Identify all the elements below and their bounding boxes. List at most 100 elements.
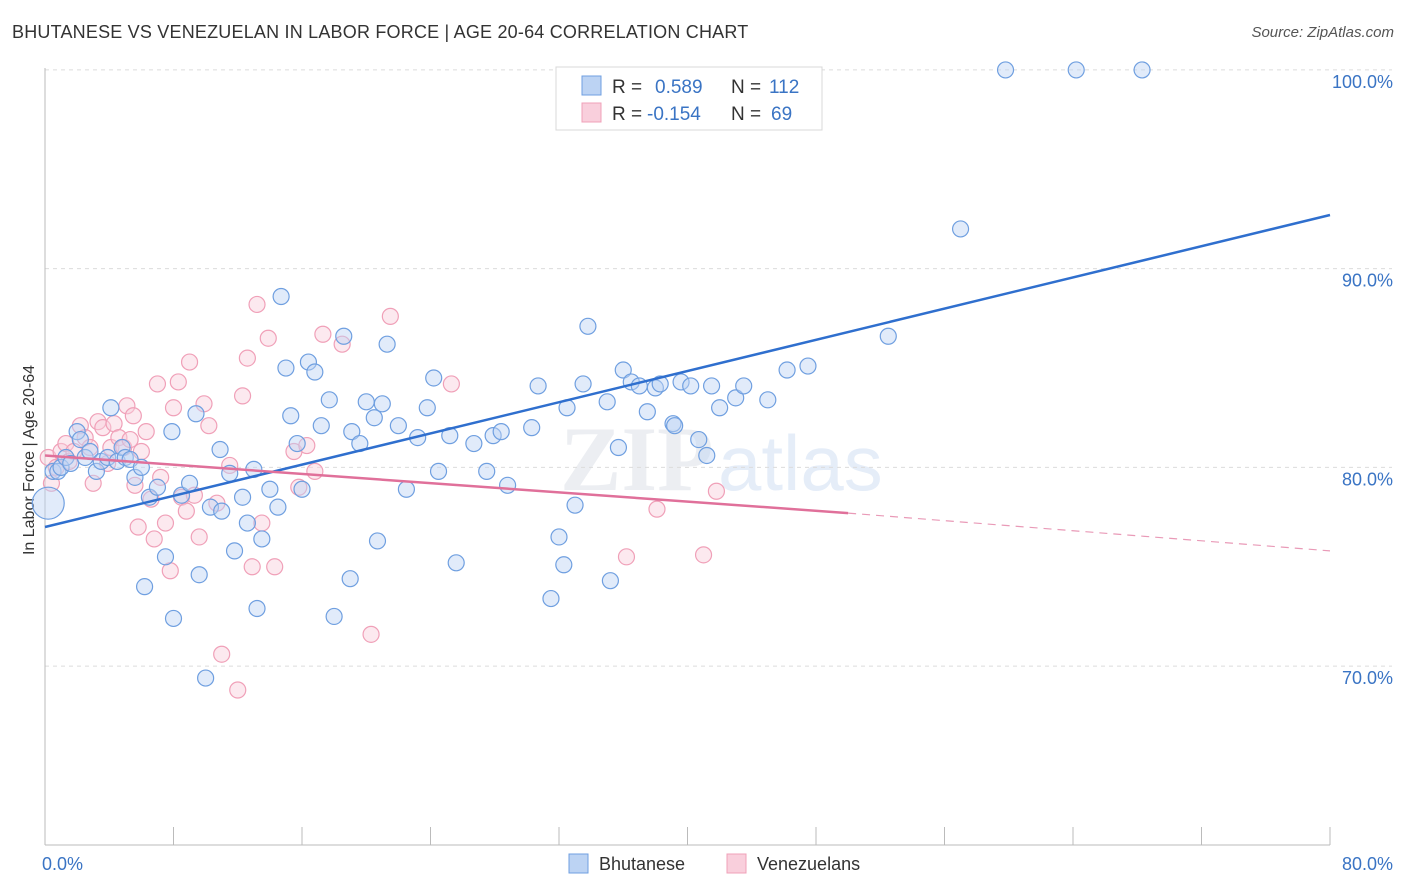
chart-title: BHUTANESE VS VENEZUELAN IN LABOR FORCE |… [12, 22, 749, 42]
venezuelans-point [177, 502, 195, 520]
venezuelans-point [145, 530, 163, 548]
bhutanese-point [523, 419, 541, 437]
venezuelans-point [238, 349, 256, 367]
y-tick-label: 100.0% [1332, 72, 1393, 92]
venezuelans-point [137, 423, 155, 441]
bhutanese-point [550, 528, 568, 546]
bhutanese-point [996, 61, 1015, 79]
venezuelans-point [233, 387, 252, 405]
venezuelans-point [266, 558, 284, 576]
bhutanese-point [269, 498, 287, 516]
x-tick-label: 0.0% [42, 854, 83, 874]
legend-n-label-2: N = [731, 104, 761, 125]
venezuelans-point [362, 625, 380, 643]
bhutanese-point [156, 548, 175, 566]
bhutanese-point [180, 474, 199, 492]
bhutanese-point [164, 609, 183, 628]
bhutanese-point [666, 417, 684, 435]
bhutanese-point [799, 357, 817, 375]
bhutanese-point [698, 446, 716, 465]
legend-r-label-1: R = [612, 77, 642, 98]
venezuelans-point [243, 558, 261, 576]
venezuelans-point [156, 514, 175, 532]
bhutanese-point [601, 572, 620, 590]
venezuelans-point [229, 681, 247, 699]
bhutanese-point [320, 391, 338, 409]
bhutanese-point [672, 373, 690, 391]
venezuelans-point [306, 462, 324, 480]
venezuelans-point [259, 329, 277, 347]
bhutanese-point [614, 361, 632, 379]
bhutanese-point [879, 327, 897, 345]
bhutanese-point [727, 389, 745, 407]
series-legend: Bhutanese Venezuelans [568, 853, 860, 874]
bhutanese-point [579, 317, 597, 335]
bhutanese-point [44, 462, 62, 480]
venezuelans-point [164, 399, 183, 417]
venezuelans-point [190, 528, 208, 546]
venezuelans-points [39, 295, 726, 699]
bhutanese-point [71, 430, 89, 449]
bhutanese-point [343, 423, 361, 441]
bhutanese-point [682, 377, 700, 395]
bhutanese-point [711, 399, 729, 417]
bhutanese-point [529, 377, 547, 395]
grid-lines [45, 69, 1392, 667]
correlation-legend: R = 0.589 N = 112 R = -0.154 N = 69 [555, 66, 823, 131]
bhutanese-point [197, 669, 215, 687]
bottom-legend-label-venezuelans: Venezuelans [757, 854, 860, 874]
svg-text:ZIP: ZIP [560, 408, 713, 510]
legend-n-value-1: 112 [769, 77, 799, 98]
bhutanese-point [272, 287, 290, 306]
bhutanese-point [113, 438, 131, 457]
bhutanese-point [1067, 61, 1085, 79]
bhutanese-point [465, 434, 483, 453]
bhutanese-point [1133, 61, 1151, 79]
bhutanese-point [52, 458, 70, 477]
bhutanese-point [735, 377, 753, 395]
bhutanese-point [261, 480, 279, 498]
venezuelans-point [442, 375, 460, 393]
legend-swatch-bhutanese [581, 75, 602, 96]
bhutanese-point [389, 417, 407, 435]
bhutanese-point [102, 399, 120, 417]
svg-text:atlas: atlas [718, 419, 883, 507]
bhutanese-point [447, 554, 465, 572]
legend-r-value-2: -0.154 [647, 104, 701, 125]
bhutanese-point [542, 589, 560, 608]
venezuelans-point [94, 419, 112, 437]
venezuelans-point [200, 417, 218, 435]
bhutanese-points [31, 61, 1151, 687]
venezuelans-point [381, 307, 399, 325]
bhutanese-point [484, 427, 502, 445]
bhutanese-point [293, 480, 311, 498]
bhutanese-point [299, 353, 318, 371]
bhutanese-point [357, 393, 375, 411]
bhutanese-point [492, 423, 510, 441]
bhutanese-point [312, 417, 330, 435]
bhutanese-trend-line [44, 213, 1331, 529]
legend-r-value-1: 0.589 [655, 77, 703, 98]
bhutanese-point [253, 530, 271, 548]
venezuelans-point [148, 375, 167, 393]
bhutanese-point [778, 361, 796, 379]
bhutanese-point [190, 566, 208, 584]
bhutanese-point [163, 423, 181, 441]
bhutanese-point [341, 570, 359, 588]
venezuelans-point [213, 645, 231, 663]
bhutanese-point [126, 468, 144, 486]
bhutanese-point [306, 363, 324, 381]
venezuelans-point [129, 518, 147, 536]
bhutanese-point [233, 488, 252, 506]
venezuelans-trend-line [44, 454, 849, 515]
venezuelans-point [169, 373, 187, 391]
bhutanese-point [609, 438, 628, 457]
bhutanese-point [651, 375, 669, 393]
bhutanese-point [638, 403, 656, 421]
bhutanese-point [478, 462, 496, 480]
bhutanese-point [225, 542, 244, 560]
venezuelans-point [617, 548, 636, 566]
bhutanese-point [555, 556, 573, 574]
bhutanese-point [951, 220, 970, 238]
